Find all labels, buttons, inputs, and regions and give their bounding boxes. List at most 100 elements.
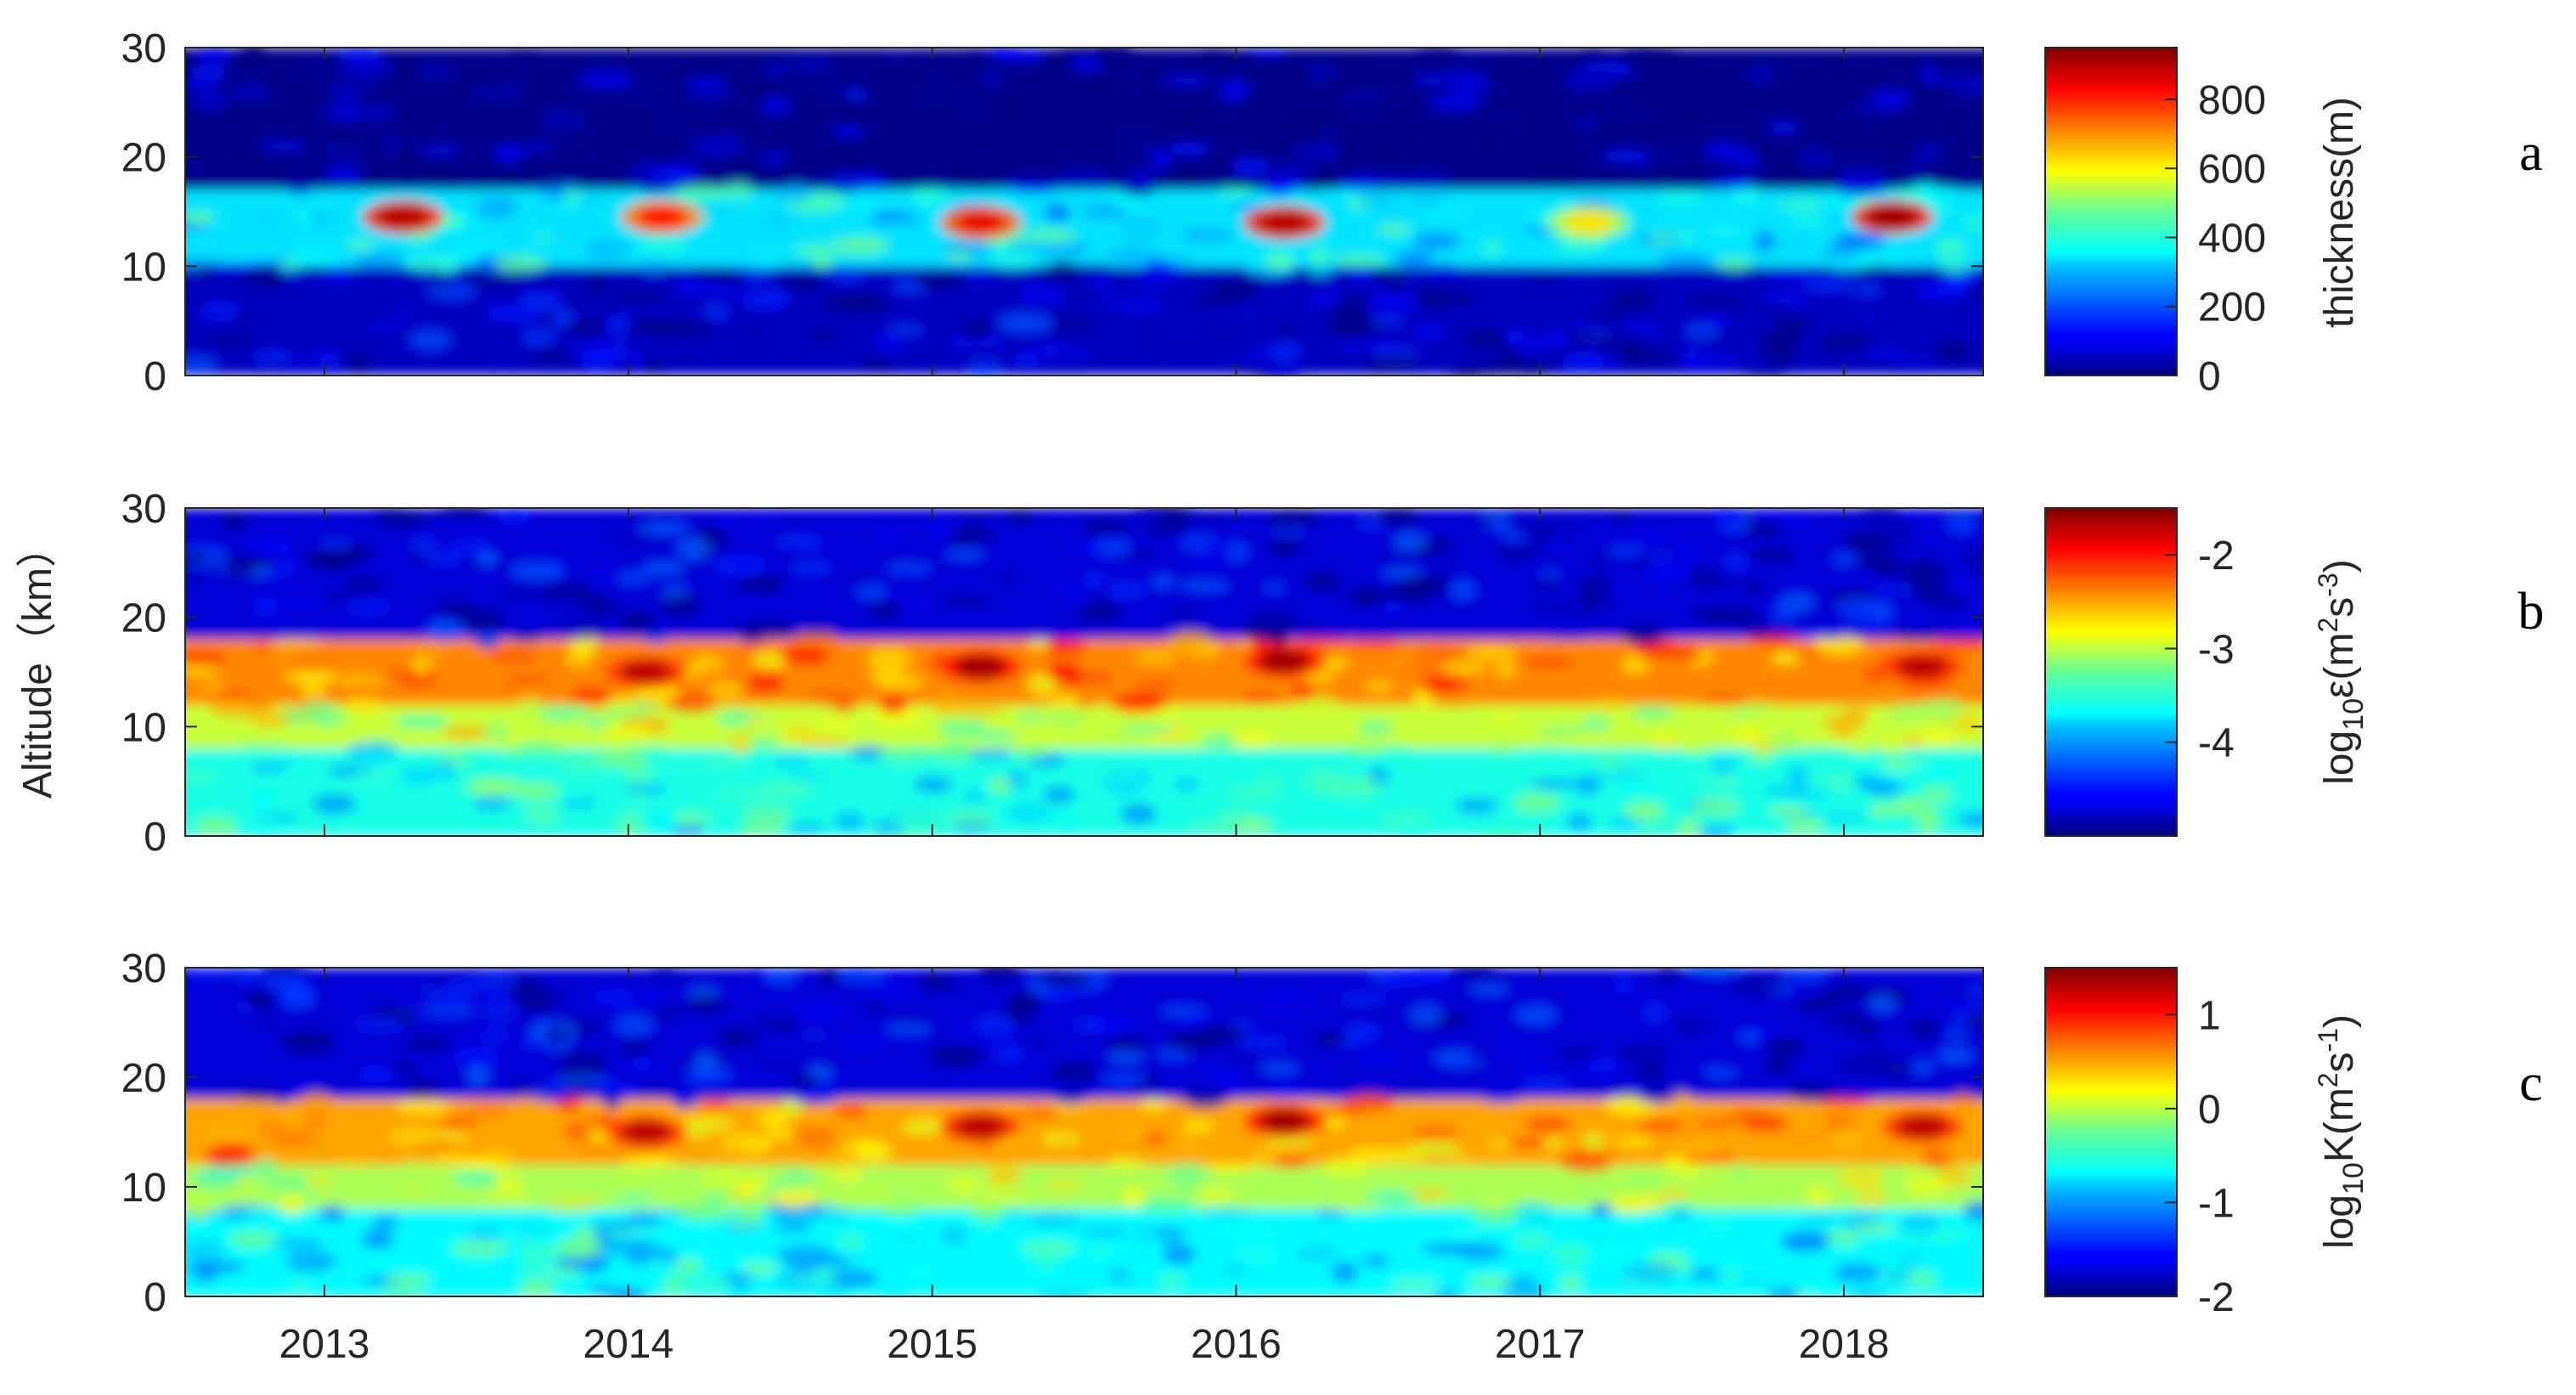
- heat-cell: [832, 694, 856, 714]
- heat-cell: [538, 584, 595, 601]
- heat-cell: [1863, 346, 1902, 358]
- heat-cell: [1397, 575, 1450, 596]
- heat-cell: [880, 1270, 908, 1284]
- heat-cell: [215, 690, 255, 700]
- heat-cell: [1119, 803, 1158, 825]
- heat-cell: [590, 1221, 634, 1234]
- heat-cell: [1201, 732, 1237, 748]
- heat-cell: [1332, 141, 1361, 155]
- heat-cell: [644, 633, 668, 644]
- colorbar-tick-label: -1: [2198, 1181, 2235, 1226]
- heat-cell: [522, 809, 561, 822]
- heat-cell: [1963, 1200, 1983, 1221]
- heat-cell: [1111, 691, 1168, 713]
- heat-cell: [1192, 48, 1237, 66]
- heat-cell: [1692, 1118, 1738, 1128]
- heat-cell: [1575, 575, 1614, 597]
- heat-cell: [1542, 1138, 1564, 1149]
- heat-cell: [1607, 509, 1637, 523]
- heat-cell: [1728, 976, 1785, 997]
- heat-cell: [1181, 1087, 1231, 1109]
- heat-cell: [435, 601, 475, 617]
- heat-cell: [1273, 326, 1299, 338]
- heat-cell: [1511, 359, 1553, 376]
- heat-cell: [1687, 1168, 1727, 1189]
- heat-cell: [1163, 511, 1194, 525]
- heat-cell: [375, 510, 430, 527]
- heat-cell: [1727, 1162, 1754, 1178]
- heat-cell: [941, 1226, 967, 1246]
- heat-cell: [1203, 329, 1242, 347]
- heat-cell: [1327, 48, 1374, 67]
- heat-cell: [485, 356, 522, 370]
- heat-cell: [185, 315, 200, 332]
- heat-cell: [1835, 596, 1881, 618]
- heat-cell: [1886, 803, 1940, 816]
- heat-cell: [1012, 745, 1051, 759]
- heat-cell: [1482, 1198, 1504, 1208]
- heat-cell: [253, 351, 293, 364]
- heat-cell: [1701, 316, 1731, 326]
- heat-cell: [1223, 1008, 1255, 1019]
- heat-cell: [199, 303, 242, 319]
- heat-cell: [1757, 296, 1812, 306]
- heat-cell: [764, 61, 788, 79]
- heat-cell: [1374, 125, 1409, 144]
- heat-cell: [1655, 172, 1701, 186]
- heat-cell: [679, 189, 725, 204]
- heat-cell: [699, 759, 747, 769]
- colorbar-ticks-c: -2 -1 0 1: [2165, 993, 2235, 1320]
- heat-cell: [497, 1178, 523, 1194]
- heat-cell: [1226, 731, 1275, 747]
- heat-cell: [840, 226, 865, 236]
- heat-cell: [283, 670, 341, 682]
- heat-cell: [1512, 792, 1560, 813]
- heat-cell: [1877, 67, 1911, 78]
- heat-cell: [1427, 203, 1463, 220]
- heat-cell: [1643, 349, 1676, 364]
- heat-cell: [1174, 777, 1199, 791]
- heat-cell: [1231, 201, 1262, 212]
- heat-cell: [702, 1195, 727, 1206]
- heat-cell: [1222, 1076, 1243, 1091]
- heat-cell: [1050, 694, 1080, 706]
- heat-cell: [1678, 735, 1711, 755]
- heat-cell: [1107, 1051, 1145, 1063]
- heat-cell: [741, 803, 792, 825]
- heat-cell: [615, 289, 667, 302]
- heat-cell: [1195, 1189, 1234, 1200]
- heat-cell: [1829, 726, 1858, 738]
- heat-cell: [1649, 120, 1680, 133]
- heat-cell: [1886, 703, 1927, 722]
- heat-cell: [192, 91, 228, 110]
- heat-cell: [1649, 1252, 1688, 1262]
- heat-cell: [1292, 695, 1340, 718]
- heat-cell: [1856, 1190, 1887, 1206]
- heat-cell: [1439, 69, 1473, 86]
- heat-cell: [1122, 169, 1159, 189]
- heat-cell: [1884, 53, 1928, 65]
- heat-cell: [185, 258, 209, 272]
- heat-cell: [267, 1173, 314, 1194]
- heat-cell: [243, 990, 275, 1009]
- heat-cell: [914, 82, 954, 102]
- heat-cell: [373, 316, 396, 333]
- heat-cell: [547, 229, 575, 245]
- heat-cell: [248, 712, 291, 728]
- plot-frame-a: [184, 47, 1984, 376]
- heat-cell: [1820, 811, 1869, 822]
- heat-cell: [1543, 517, 1575, 533]
- heat-cell: [476, 196, 518, 219]
- heat-cell: [1823, 198, 1846, 211]
- heat-cell: [1322, 1156, 1368, 1178]
- heat-cell: [1450, 579, 1476, 601]
- heat-cell: [1298, 176, 1322, 191]
- heat-cell: [202, 1125, 257, 1144]
- heat-cell: [1126, 131, 1152, 142]
- heat-cell: [1034, 1248, 1059, 1269]
- heat-cell: [715, 1140, 758, 1152]
- heat-cell: [1090, 1239, 1111, 1260]
- heat-cell: [1575, 118, 1598, 129]
- hotspot: [1866, 205, 1918, 229]
- heat-cell: [790, 562, 832, 574]
